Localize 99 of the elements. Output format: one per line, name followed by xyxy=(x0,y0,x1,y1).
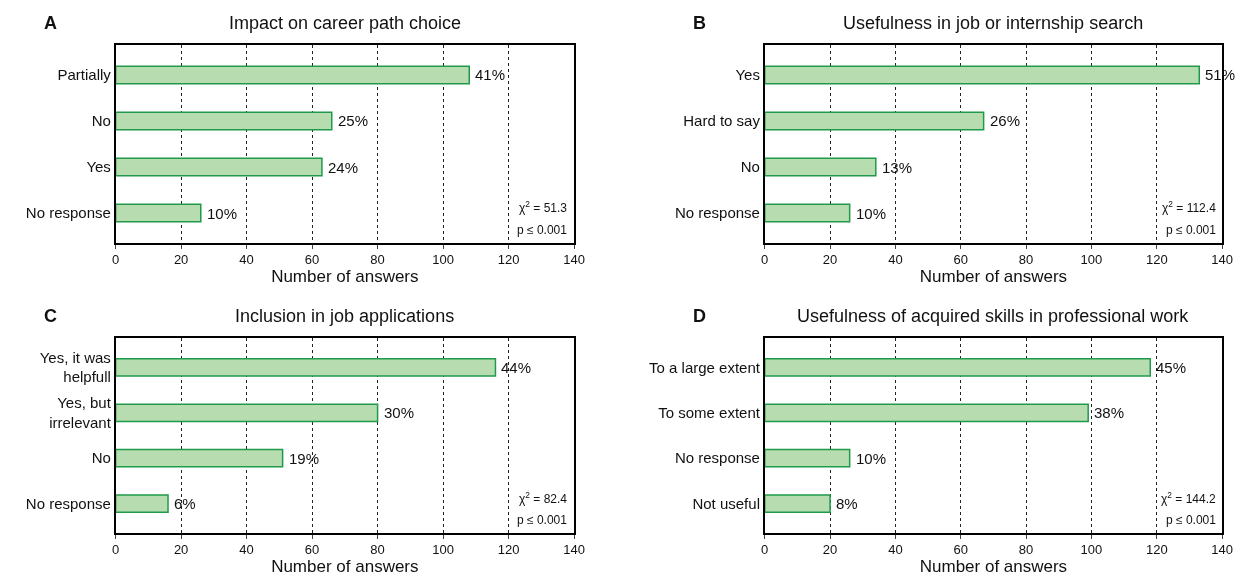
x-tick-label: 20 xyxy=(173,542,189,558)
y-tick-label: No response xyxy=(25,204,111,222)
x-tick-label: 140 xyxy=(1211,542,1233,558)
x-tick-label: 120 xyxy=(497,252,520,268)
x-tick-label: 140 xyxy=(1211,252,1233,268)
annotation: 26% xyxy=(990,112,1021,129)
x-tick-label: 80 xyxy=(1018,252,1034,268)
y-tick-label: Yes xyxy=(735,66,760,84)
x-tick-label: 0 xyxy=(761,542,769,558)
chart-title: Usefulness in job or internship search xyxy=(843,13,1144,33)
y-tick-label: No xyxy=(740,158,760,176)
annotation: 45% xyxy=(1156,359,1187,376)
x-axis-title: Number of answers xyxy=(271,557,419,577)
bar xyxy=(764,157,877,177)
bar xyxy=(115,448,284,468)
bar xyxy=(764,448,851,468)
x-tick-label: 120 xyxy=(497,542,520,558)
x-tick-label: 120 xyxy=(1145,542,1168,558)
y-tick-label: Yes xyxy=(86,158,111,176)
x-axis-title: Number of answers xyxy=(919,557,1068,577)
y-tick-label: No response xyxy=(25,494,111,512)
bar xyxy=(115,65,471,85)
annotation: 10% xyxy=(207,205,238,222)
y-tick-label: No response xyxy=(674,204,760,222)
x-tick-label: 0 xyxy=(761,252,769,268)
x-axis-title: Number of answers xyxy=(271,267,419,287)
x-tick-label: 140 xyxy=(563,252,585,268)
y-tick-label: Yes, it was helpfull xyxy=(39,348,111,386)
annotation: 41% xyxy=(475,66,506,83)
x-tick-label: 100 xyxy=(432,542,454,558)
annotation: 13% xyxy=(882,159,913,176)
annotation: 19% xyxy=(289,450,320,467)
annotation: 10% xyxy=(856,450,887,467)
x-tick-label: 140 xyxy=(563,542,585,558)
x-tick-label: 60 xyxy=(953,252,968,268)
y-tick-label: To some extent xyxy=(658,404,761,422)
annotation: 44% xyxy=(501,359,532,376)
annotation: χ$^{2}$ = 82.4 xyxy=(519,490,568,507)
y-tick-label: Not useful xyxy=(692,494,760,512)
annotation: χ$^{2}$ = 51.3 xyxy=(519,199,568,216)
bar xyxy=(764,494,831,513)
bar xyxy=(115,403,379,423)
x-tick-label: 100 xyxy=(432,252,454,268)
x-tick-label: 100 xyxy=(1080,252,1103,268)
x-tick-label: 40 xyxy=(888,542,903,558)
x-tick-label: 60 xyxy=(304,252,320,268)
bar xyxy=(764,403,1089,423)
x-tick-label: 40 xyxy=(239,252,254,268)
y-tick-label: No xyxy=(91,112,111,130)
x-tick-label: 20 xyxy=(173,252,189,268)
annotation: 24% xyxy=(328,159,359,176)
annotation: 8% xyxy=(836,495,858,512)
annotation: p ≤ 0.001 xyxy=(517,223,568,237)
x-tick-label: 40 xyxy=(239,542,254,558)
chart-title: Inclusion in job applications xyxy=(235,306,455,326)
x-tick-label: 80 xyxy=(1018,542,1034,558)
bar xyxy=(115,111,333,131)
x-tick-label: 100 xyxy=(1080,542,1103,558)
text: A xyxy=(44,13,57,33)
bar xyxy=(764,203,851,223)
annotation: 38% xyxy=(1094,404,1125,421)
x-tick-label: 60 xyxy=(304,542,320,558)
x-tick-label: 40 xyxy=(888,252,903,268)
bar xyxy=(115,494,169,513)
annotation: 30% xyxy=(384,404,415,421)
annotation: p ≤ 0.001 xyxy=(1166,513,1217,527)
x-tick-label: 0 xyxy=(112,542,120,558)
y-tick-label: Hard to say xyxy=(683,112,761,130)
chart-title: Usefulness of acquired skills in professional work xyxy=(797,306,1190,326)
y-tick-label: No xyxy=(91,449,111,467)
x-axis-title: Number of answers xyxy=(919,267,1068,287)
text: D xyxy=(693,306,706,326)
text: B xyxy=(693,13,706,33)
annotation: 10% xyxy=(856,205,887,222)
bar xyxy=(764,65,1201,85)
bar xyxy=(764,358,1152,377)
annotation: χ$^{2}$ = 144.2 xyxy=(1161,490,1217,507)
y-tick-label: No response xyxy=(674,449,760,467)
x-tick-label: 120 xyxy=(1145,252,1168,268)
x-tick-label: 60 xyxy=(953,542,968,558)
y-tick-label: Yes, but irrelevant xyxy=(49,394,112,431)
y-tick-label: To a large extent xyxy=(649,358,761,376)
annotation: p ≤ 0.001 xyxy=(1166,223,1217,237)
x-tick-label: 20 xyxy=(822,542,838,558)
y-tick-label: Partially xyxy=(57,66,112,84)
bar xyxy=(115,157,323,177)
annotation: 6% xyxy=(174,495,196,512)
bar xyxy=(764,111,985,131)
x-tick-label: 0 xyxy=(112,252,120,268)
bar xyxy=(115,358,497,377)
x-tick-label: 20 xyxy=(822,252,838,268)
annotation: p ≤ 0.001 xyxy=(517,513,568,527)
x-tick-label: 80 xyxy=(370,252,385,268)
annotation: 25% xyxy=(338,112,369,129)
x-tick-label: 80 xyxy=(370,542,385,558)
chart-title: Impact on career path choice xyxy=(229,13,462,33)
bar xyxy=(115,203,202,223)
text: C xyxy=(44,306,57,326)
annotation: χ$^{2}$ = 112.4 xyxy=(1162,199,1217,216)
